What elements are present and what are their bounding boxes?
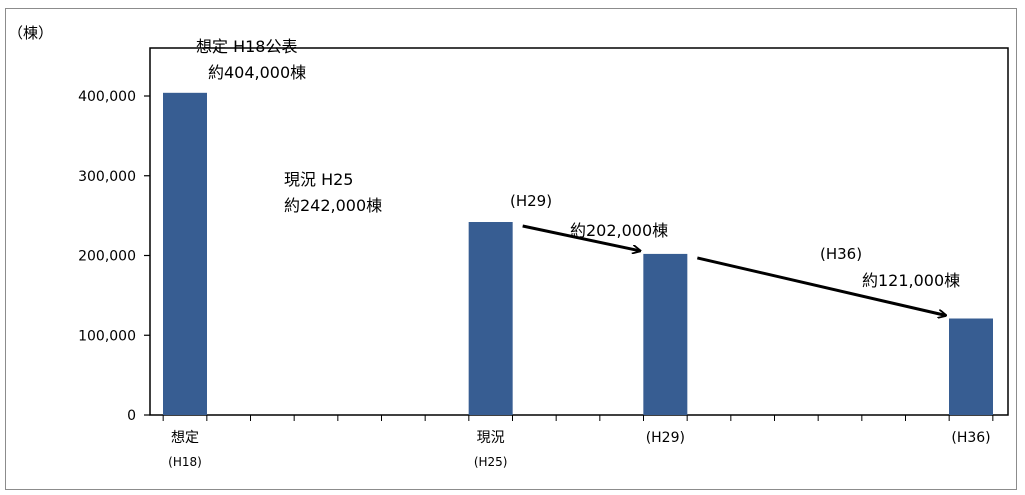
data-annotation: (H29) xyxy=(510,192,552,210)
x-tick-label: (H36) xyxy=(951,430,990,446)
data-annotation: (H36) xyxy=(820,245,862,263)
chart-frame xyxy=(5,8,1017,490)
y-tick-label: 0 xyxy=(127,408,136,424)
bar xyxy=(949,318,993,415)
data-annotation: 約202,000棟 xyxy=(570,221,668,240)
bar xyxy=(163,92,207,415)
plot-area xyxy=(149,47,1009,416)
trend-arrow xyxy=(522,224,641,251)
data-annotation: 約404,000棟 xyxy=(208,63,306,82)
bar xyxy=(468,222,513,415)
x-tick-label: (H29) xyxy=(646,430,685,446)
y-tick-label: 300,000 xyxy=(78,169,136,185)
x-tick-sublabel: (H25) xyxy=(474,455,508,469)
x-tick-sublabel: (H18) xyxy=(168,455,202,469)
data-annotation: 約121,000棟 xyxy=(862,271,960,290)
y-tick-label: 400,000 xyxy=(78,89,136,105)
trend-arrows xyxy=(522,224,946,316)
y-axis: 0 100,000 200,000 300,000 400,000 xyxy=(78,89,150,424)
x-axis: 想定 (H18) 現況 (H25) (H29) (H36) xyxy=(162,415,994,469)
data-annotation: 現況 H25 xyxy=(284,170,353,189)
x-tick-label: 現況 xyxy=(477,430,505,446)
trend-arrow xyxy=(696,256,946,316)
x-tick-label: 想定 xyxy=(171,430,199,446)
y-axis-title: （棟） xyxy=(8,24,53,42)
data-annotation: 想定 H18公表 xyxy=(196,37,297,56)
data-annotation: 約242,000棟 xyxy=(284,196,382,215)
y-tick-label: 100,000 xyxy=(78,328,136,344)
y-tick-label: 200,000 xyxy=(78,249,136,265)
bar xyxy=(643,253,688,415)
bars xyxy=(163,92,993,415)
